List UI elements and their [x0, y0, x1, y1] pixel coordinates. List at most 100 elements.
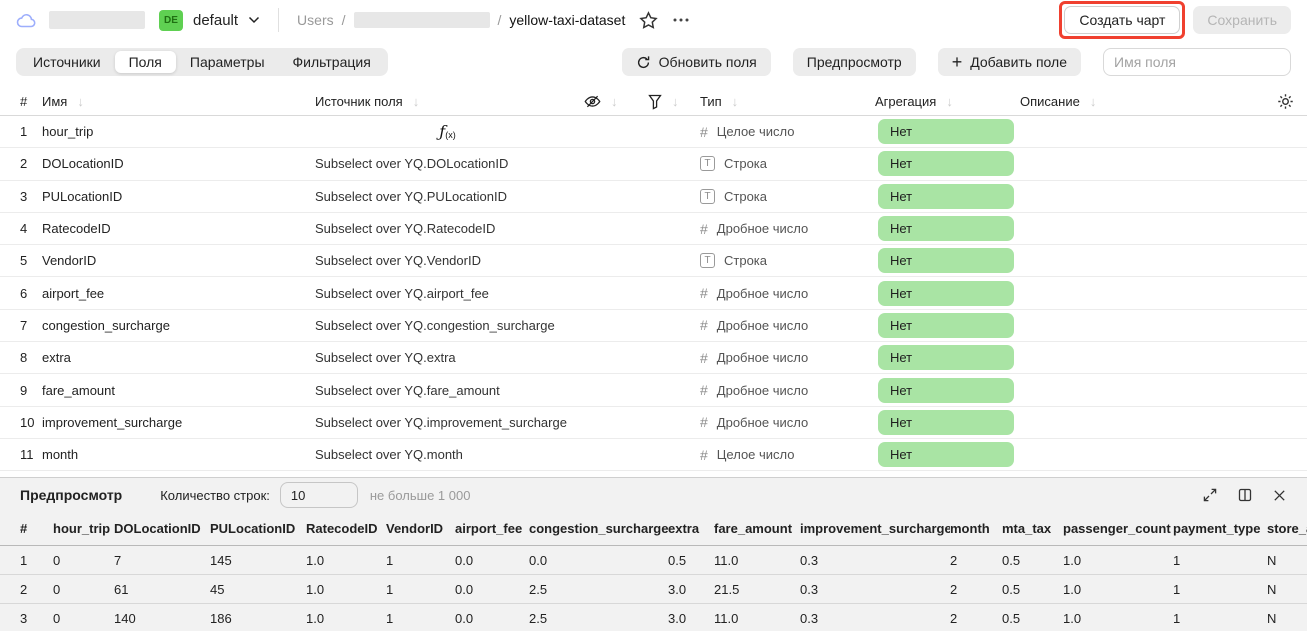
- preview-cell: 1: [20, 552, 28, 568]
- sort-arrow-icon[interactable]: ↓: [946, 94, 953, 109]
- aggregation-pill[interactable]: Нет: [878, 442, 1014, 468]
- close-icon[interactable]: [1272, 488, 1287, 503]
- field-type-icon: T: [700, 156, 715, 172]
- field-name[interactable]: improvement_surcharge: [42, 414, 183, 430]
- field-type-cell[interactable]: T Строка: [700, 188, 875, 204]
- field-source-cell: Subselect over YQ.fare_amount ƒ(x): [315, 383, 580, 398]
- field-type-cell[interactable]: # Дробное число: [700, 414, 875, 430]
- tab-parameters[interactable]: Параметры: [189, 54, 265, 70]
- field-type-cell[interactable]: # Дробное число: [700, 317, 875, 333]
- field-type-cell[interactable]: # Дробное число: [700, 285, 875, 301]
- field-name[interactable]: PULocationID: [42, 188, 123, 204]
- create-chart-button[interactable]: Создать чарт: [1064, 6, 1181, 34]
- preview-cell: 1: [386, 552, 394, 568]
- aggregation-pill[interactable]: Нет: [878, 312, 1014, 338]
- field-type-cell[interactable]: # Целое число: [700, 124, 875, 140]
- aggregation-pill[interactable]: Нет: [878, 409, 1014, 435]
- field-name[interactable]: VendorID: [42, 253, 97, 269]
- favorite-star-icon[interactable]: [639, 10, 659, 30]
- sort-arrow-icon[interactable]: ↓: [77, 94, 84, 109]
- col-name-label: Имя: [42, 94, 68, 109]
- fields-table: # Имя ↓ Источник поля ↓ ↓ ↓ Тип ↓ Агрега…: [0, 88, 1307, 472]
- field-name[interactable]: fare_amount: [42, 382, 115, 398]
- col-source[interactable]: Источник поля ↓: [315, 94, 580, 109]
- breadcrumb-section[interactable]: Users: [297, 12, 334, 28]
- field-index: 6: [20, 285, 28, 301]
- refresh-fields-button[interactable]: Обновить поля: [621, 48, 771, 76]
- field-type-cell[interactable]: T Строка: [700, 156, 875, 172]
- breadcrumb-separator: /: [497, 12, 502, 28]
- field-row: 4 RatecodeID Subselect over YQ.RatecodeI…: [0, 213, 1307, 246]
- split-view-icon[interactable]: [1237, 487, 1253, 503]
- field-name[interactable]: airport_fee: [42, 285, 105, 301]
- aggregation-pill[interactable]: Нет: [878, 280, 1014, 306]
- tab-sources[interactable]: Источники: [33, 54, 101, 70]
- field-source-cell: Subselect over YQ.DOLocationID ƒ(x): [315, 156, 580, 171]
- aggregation-pill[interactable]: Нет: [878, 248, 1014, 274]
- field-name[interactable]: extra: [42, 350, 71, 366]
- more-icon[interactable]: [672, 17, 690, 23]
- aggregation-pill[interactable]: Нет: [878, 377, 1014, 403]
- field-type-cell[interactable]: T Строка: [700, 253, 875, 269]
- sort-arrow-icon[interactable]: ↓: [672, 94, 679, 109]
- aggregation-pill[interactable]: Нет: [878, 345, 1014, 371]
- col-description-label: Описание: [1020, 94, 1080, 109]
- field-type-icon: #: [700, 349, 708, 366]
- add-field-button[interactable]: + Добавить поле: [937, 48, 1081, 76]
- tab-fields[interactable]: Поля: [114, 51, 176, 73]
- field-source-cell: Subselect over YQ.congestion_surcharge ƒ…: [315, 318, 580, 333]
- field-type-cell[interactable]: # Дробное число: [700, 382, 875, 398]
- col-name[interactable]: Имя ↓: [42, 94, 315, 109]
- col-visibility[interactable]: ↓: [580, 93, 648, 110]
- field-name-search-input[interactable]: [1103, 48, 1291, 76]
- aggregation-pill[interactable]: Нет: [878, 119, 1014, 145]
- field-type-cell[interactable]: # Дробное число: [700, 221, 875, 237]
- expand-icon[interactable]: [1202, 487, 1218, 503]
- field-source-text: Subselect over YQ.congestion_surcharge: [315, 317, 555, 333]
- field-name[interactable]: congestion_surcharge: [42, 317, 170, 333]
- table-settings-cell: [1263, 93, 1307, 110]
- field-source-cell: Subselect over YQ.RatecodeID ƒ(x): [315, 221, 580, 236]
- rows-count-input[interactable]: [279, 482, 358, 508]
- preview-button[interactable]: Предпросмотр: [792, 48, 916, 76]
- preview-col-header: PULocationID: [210, 521, 296, 536]
- preview-pane: Предпросмотр Количество строк: не больше…: [0, 477, 1307, 631]
- chevron-down-icon[interactable]: [248, 16, 260, 24]
- field-name[interactable]: hour_trip: [42, 124, 94, 140]
- field-type-cell[interactable]: # Целое число: [700, 447, 875, 463]
- breadcrumb-separator: /: [341, 12, 346, 28]
- field-name[interactable]: DOLocationID: [42, 156, 124, 172]
- sort-arrow-icon[interactable]: ↓: [731, 94, 739, 109]
- field-aggregation-cell: Нет: [875, 377, 1020, 403]
- aggregation-pill[interactable]: Нет: [878, 151, 1014, 177]
- save-button[interactable]: Сохранить: [1193, 6, 1291, 34]
- field-row: 11 month Subselect over YQ.month ƒ(x) # …: [0, 439, 1307, 472]
- preview-cell: 1.0: [1063, 581, 1082, 597]
- env-name[interactable]: default: [193, 11, 239, 29]
- tab-filtering[interactable]: Фильтрация: [292, 54, 371, 70]
- aggregation-pill[interactable]: Нет: [878, 183, 1014, 209]
- field-type-icon: T: [700, 253, 715, 269]
- col-aggregation[interactable]: Агрегация ↓: [875, 94, 1020, 109]
- aggregation-pill[interactable]: Нет: [878, 216, 1014, 242]
- field-type-label: Строка: [724, 188, 768, 204]
- preview-col-header: store_and_fwd_flag: [1267, 521, 1307, 536]
- sort-arrow-icon[interactable]: ↓: [611, 94, 618, 109]
- top-bar-actions: Создать чарт Сохранить: [1059, 1, 1291, 39]
- sort-arrow-icon[interactable]: ↓: [1089, 94, 1097, 109]
- field-row: 8 extra Subselect over YQ.extra ƒ(x) # Д…: [0, 342, 1307, 375]
- col-type[interactable]: Тип ↓: [700, 94, 875, 109]
- sort-arrow-icon[interactable]: ↓: [412, 94, 420, 109]
- col-description[interactable]: Описание ↓: [1020, 94, 1263, 109]
- preview-cell: 0.0: [455, 610, 474, 626]
- col-filter[interactable]: ↓: [648, 94, 700, 110]
- field-type-label: Дробное число: [716, 221, 809, 237]
- field-type-cell[interactable]: # Дробное число: [700, 350, 875, 366]
- field-name[interactable]: RatecodeID: [42, 221, 111, 237]
- field-source-text: Subselect over YQ.month: [315, 447, 463, 463]
- field-source-text: Subselect over YQ.VendorID: [315, 253, 481, 269]
- preview-cell: 0: [53, 610, 61, 626]
- gear-icon[interactable]: [1277, 93, 1294, 110]
- field-name[interactable]: month: [42, 447, 79, 463]
- preview-row: 3 0 140 186 1.0 1 0.0 2.5 3.0 11.0 0.3 2 0.5 1.0 1 N: [0, 604, 1307, 631]
